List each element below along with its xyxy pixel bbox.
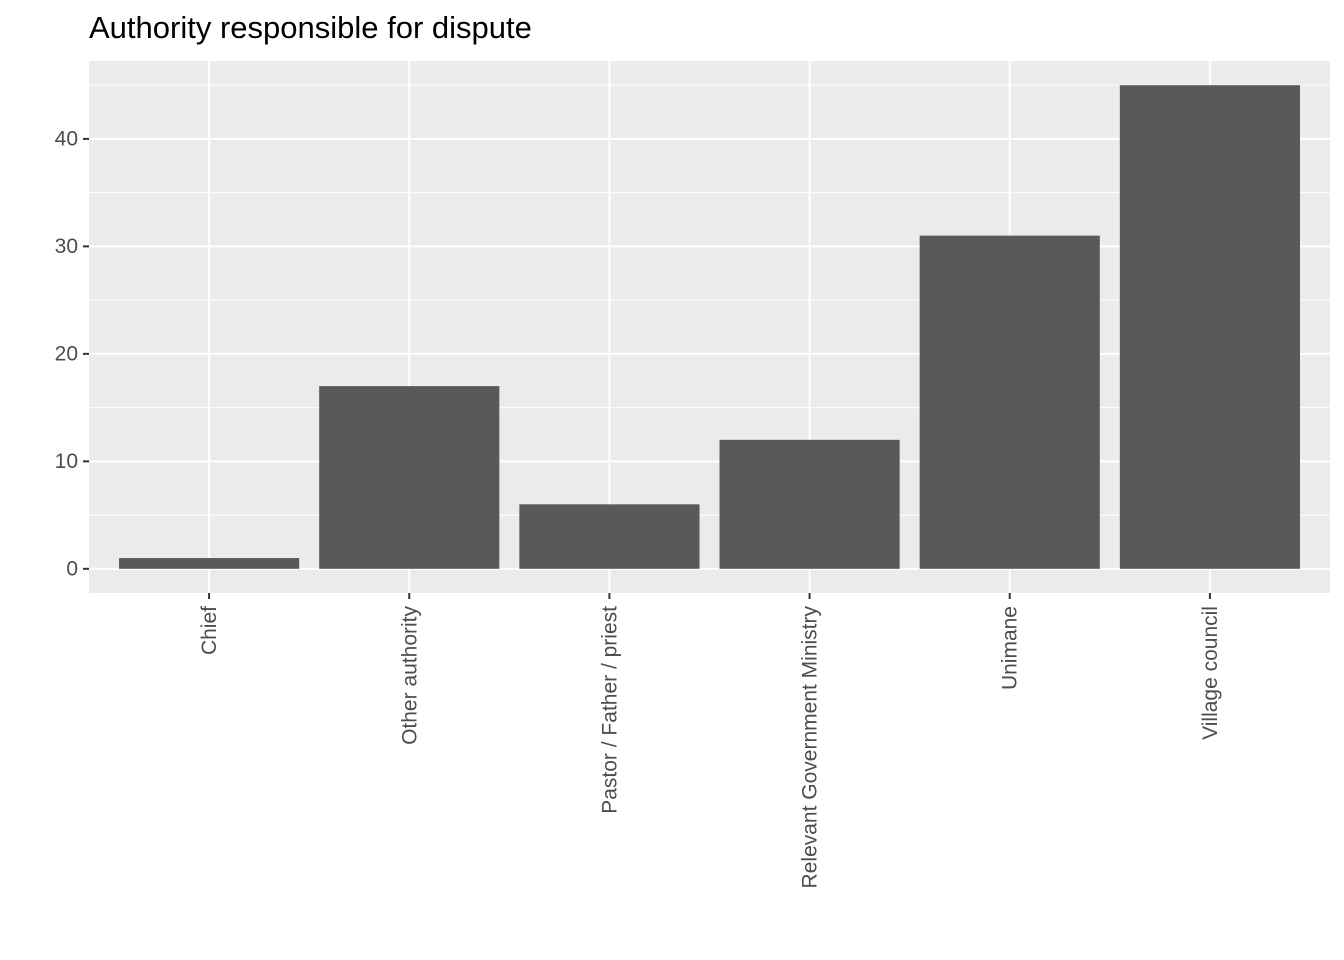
bar-village-council bbox=[1119, 85, 1300, 569]
x-tick-label: Relevant Government Ministry bbox=[799, 606, 822, 889]
y-tick-label: 20 bbox=[55, 342, 78, 365]
bar-other-authority bbox=[319, 386, 500, 569]
bar-unimane bbox=[919, 235, 1100, 569]
x-tick-label: Unimane bbox=[999, 606, 1022, 690]
chart-title: Authority responsible for dispute bbox=[89, 10, 532, 45]
bars bbox=[119, 85, 1300, 569]
y-tick-label: 10 bbox=[55, 450, 78, 473]
bar-chief bbox=[119, 558, 300, 569]
y-tick-label: 0 bbox=[66, 557, 78, 580]
bar-relevant-government-ministry bbox=[719, 439, 900, 569]
x-axis: Chief Other authority Pastor / Father / pr… bbox=[198, 593, 1222, 888]
x-tick-label: Other authority bbox=[398, 606, 421, 745]
x-tick-label: Chief bbox=[198, 606, 221, 655]
y-tick-label: 30 bbox=[55, 235, 78, 258]
y-tick-label: 40 bbox=[55, 127, 78, 150]
bar-pastor-father-priest bbox=[519, 504, 700, 569]
x-tick-label: Pastor / Father / priest bbox=[598, 606, 621, 814]
x-tick-label: Village council bbox=[1199, 606, 1222, 740]
y-axis: 0 10 20 30 40 bbox=[55, 127, 89, 580]
